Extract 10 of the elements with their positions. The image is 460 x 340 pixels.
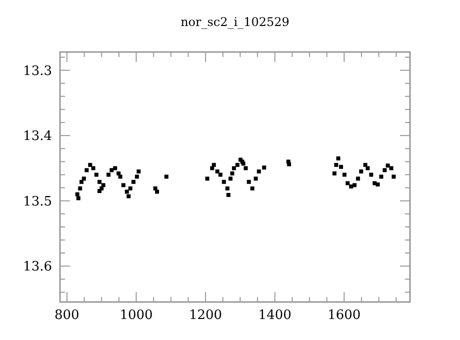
x-tick-label: 800 bbox=[54, 308, 80, 323]
x-tick-label: 1000 bbox=[120, 308, 153, 323]
x-tick-label: 1600 bbox=[328, 308, 361, 323]
x-tick-label: 1200 bbox=[189, 308, 222, 323]
y-tick-label: 13.3 bbox=[23, 64, 52, 79]
x-tick-label: 1400 bbox=[258, 308, 292, 323]
y-tick-label: 13.4 bbox=[23, 129, 52, 144]
y-tick-label: 13.5 bbox=[23, 194, 52, 210]
chart-title: nor_sc2_i_102529 bbox=[180, 15, 290, 29]
y-tick-label: 13.6 bbox=[23, 260, 52, 275]
